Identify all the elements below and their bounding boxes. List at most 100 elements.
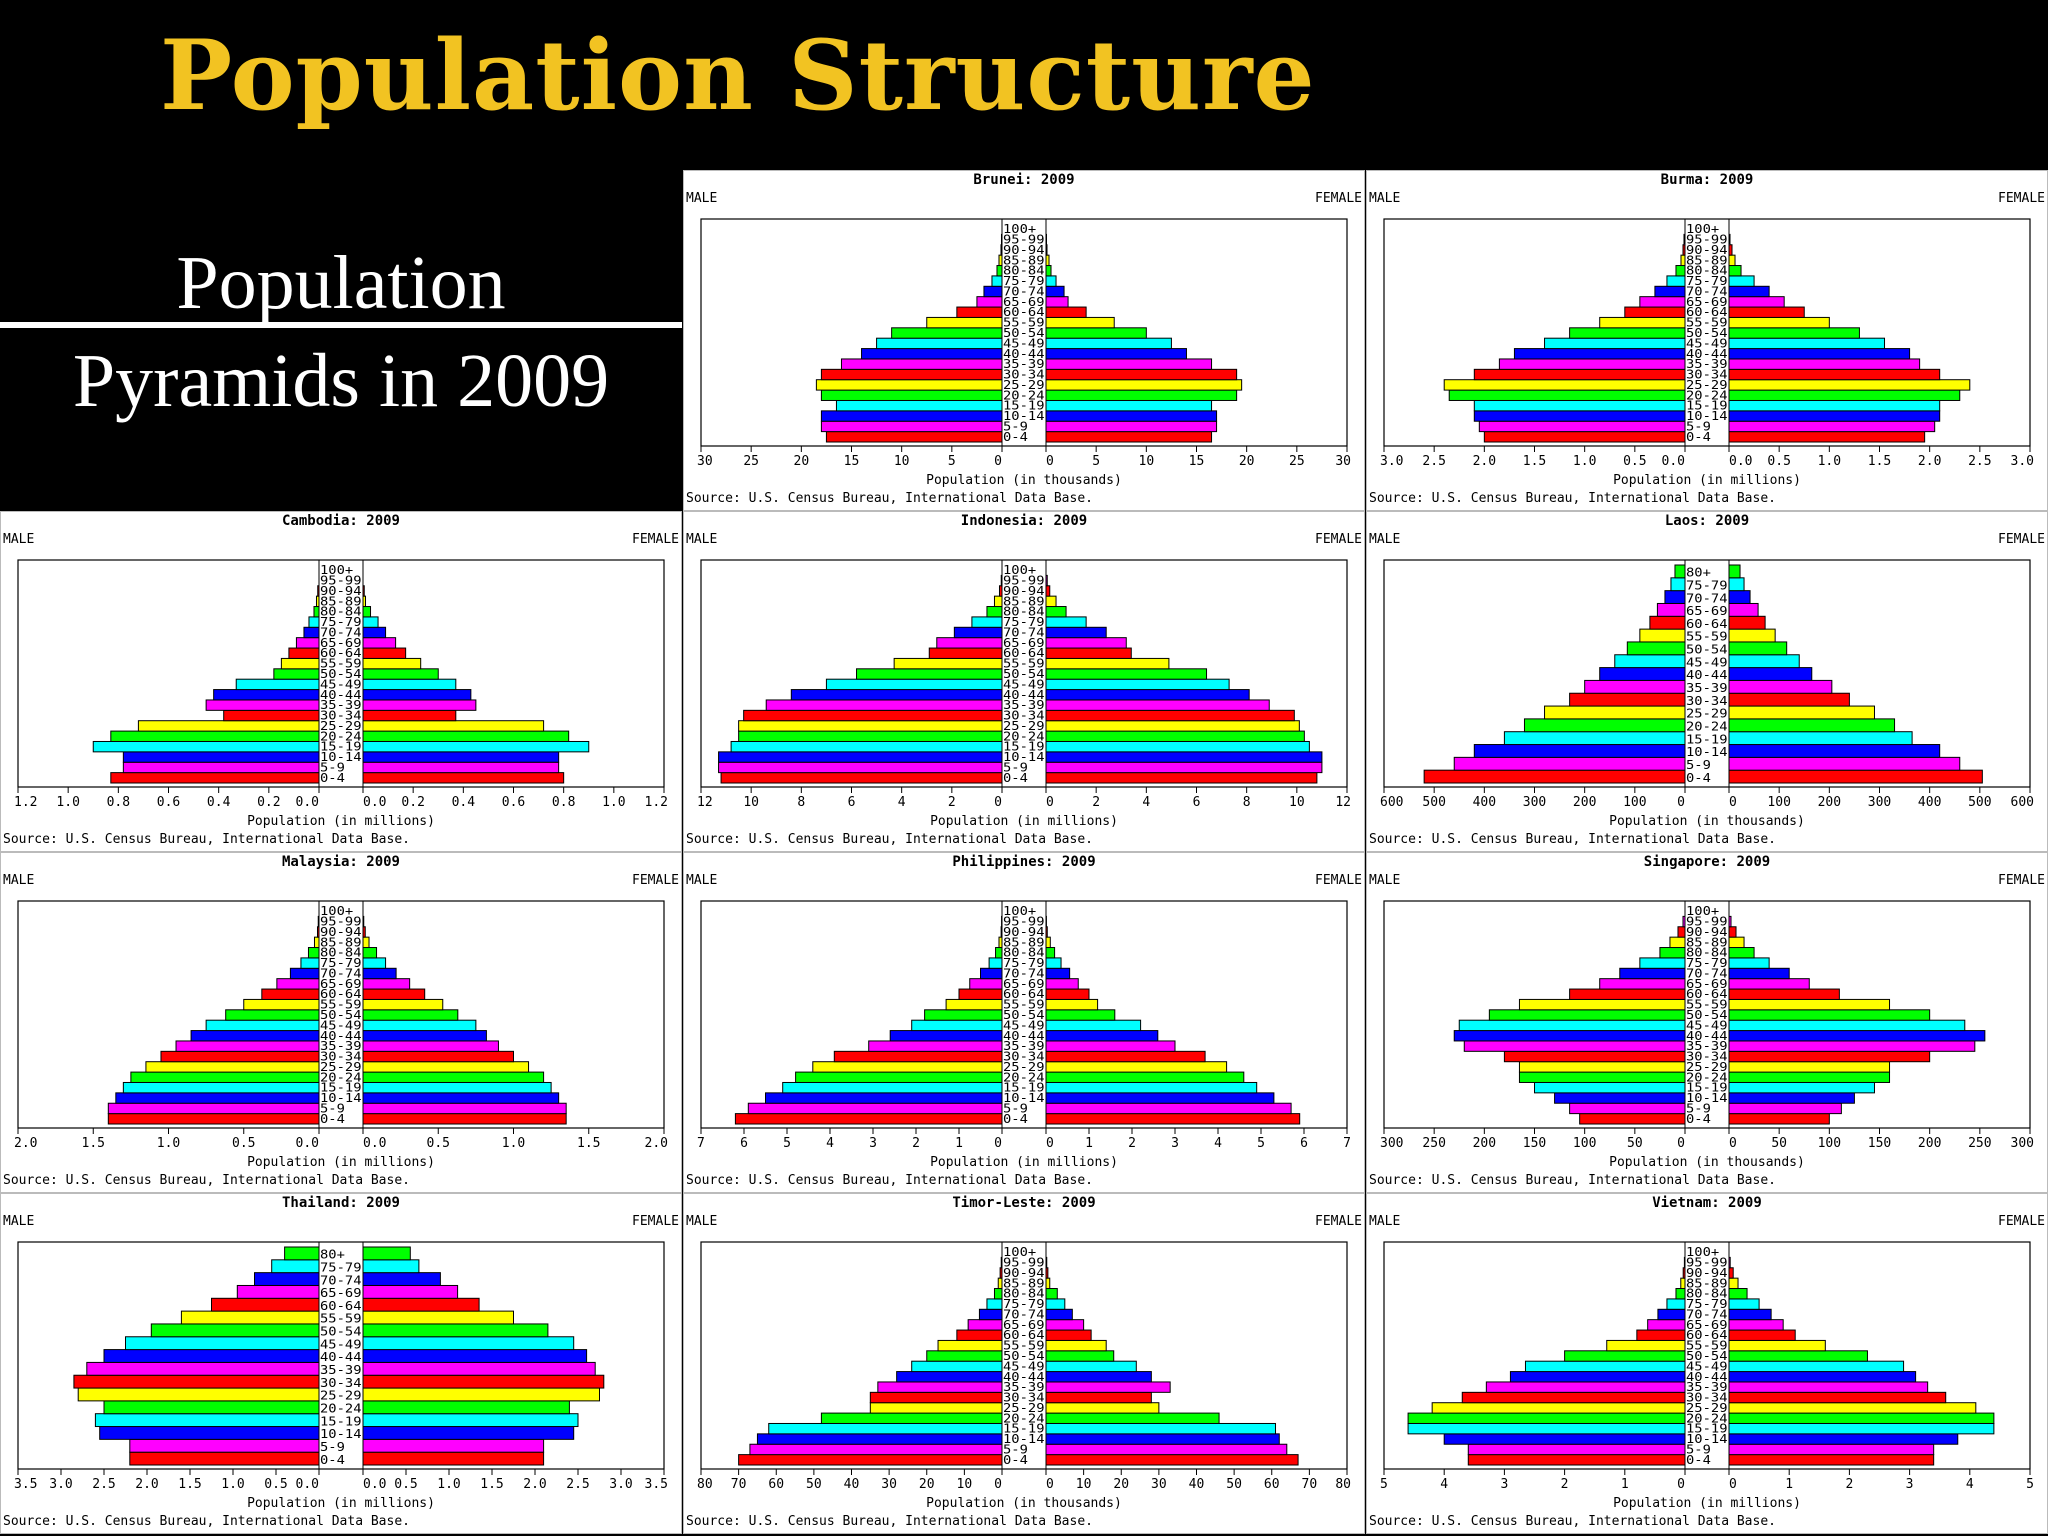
age-label-35-39: 35-39	[320, 1038, 362, 1053]
female-label: FEMALE	[1998, 873, 2045, 888]
female-bar-10-14	[1045, 1433, 1280, 1445]
female-tick-label: 15	[1189, 454, 1205, 469]
male-bar-5-9	[820, 420, 1003, 433]
age-label-5-9: 5-9	[320, 1439, 345, 1454]
male-bar-70-74	[980, 967, 1003, 980]
male-bar-85-89	[1680, 254, 1686, 267]
male-tick-label: 6	[740, 1136, 748, 1151]
age-label-35-39: 35-39	[1003, 1038, 1045, 1053]
female-bar-45-49	[1728, 654, 1800, 669]
age-label-95-99: 95-99	[1686, 232, 1728, 247]
age-label-5-9: 5-9	[320, 1100, 345, 1115]
male-tick-label: 1.0	[157, 1136, 180, 1151]
female-bar-55-59	[362, 1310, 514, 1325]
age-label-95-99: 95-99	[1003, 914, 1045, 929]
female-bar-30-34	[362, 709, 457, 722]
age-label-85-89: 85-89	[1003, 934, 1045, 949]
age-label-10-14: 10-14	[1003, 749, 1045, 764]
x-axis-label: Population (in thousands)	[1609, 1155, 1805, 1170]
female-tick-label: 5	[2026, 1477, 2034, 1492]
female-bar-45-49	[1045, 1360, 1137, 1373]
female-bar-5-9	[1045, 1443, 1288, 1456]
pyramid-panel-cambodia: Cambodia: 2009 MALE FEMALE 0-4 5-9 10-14 15-19…	[1, 512, 681, 851]
age-label-10-14: 10-14	[1003, 1431, 1045, 1446]
male-bar-10-14	[1473, 744, 1686, 758]
male-bar-5-9	[1569, 1102, 1686, 1115]
age-label-100+: 100+	[1003, 562, 1036, 577]
male-tick-label: 2	[948, 795, 956, 810]
male-tick-label: 2.0	[14, 1136, 37, 1151]
female-bar-15-19	[1045, 1422, 1277, 1435]
male-bar-90-94	[1677, 926, 1686, 938]
female-bar-60-64	[362, 647, 407, 659]
male-bar-35-39	[765, 699, 1003, 711]
age-label-15-19: 15-19	[1686, 731, 1728, 746]
female-tick-label: 70	[1302, 1477, 1318, 1492]
male-bar-75-79	[991, 275, 1003, 287]
age-label-100+: 100+	[1003, 1244, 1036, 1259]
age-label-45-49: 45-49	[320, 1336, 362, 1351]
age-label-5-9: 5-9	[1686, 757, 1711, 772]
male-tick-label: 25	[743, 454, 759, 469]
male-bar-55-59	[945, 998, 1003, 1011]
male-tick-label: 2	[1561, 1477, 1569, 1492]
subtitle-divider	[0, 322, 682, 328]
female-bar-0-4	[362, 1451, 545, 1466]
age-label-95-99: 95-99	[1686, 914, 1728, 929]
chart-title: Vietnam: 2009	[1652, 1195, 1762, 1211]
male-bar-30-34	[743, 709, 1003, 722]
male-bar-25-29	[1431, 1402, 1686, 1414]
female-bar-60-64	[1045, 306, 1087, 318]
female-bar-20-24	[1045, 730, 1305, 742]
female-bar-50-54	[1045, 1009, 1116, 1021]
female-tick-label: 7	[1343, 1136, 1351, 1151]
age-label-15-19: 15-19	[1686, 1080, 1728, 1095]
female-tick-label: 0	[1046, 1136, 1054, 1151]
female-tick-label: 10	[1076, 1477, 1092, 1492]
male-bar-20-24	[738, 730, 1003, 742]
pyramid-chart-cambodia: Cambodia: 2009 MALE FEMALE 0-45-910-1415-19…	[3, 513, 679, 847]
male-label: MALE	[686, 532, 717, 547]
age-label-15-19: 15-19	[1003, 1080, 1045, 1095]
female-tick-label: 4	[1966, 1477, 1974, 1492]
male-bar-65-69	[1639, 296, 1686, 308]
female-bar-10-14	[362, 1092, 560, 1104]
male-bar-70-74	[978, 1308, 1003, 1321]
male-label: MALE	[3, 532, 34, 547]
female-bar-70-74	[1045, 285, 1065, 298]
male-bar-15-19	[92, 740, 320, 753]
male-tick-label: 2.5	[1422, 454, 1445, 469]
age-label-25-29: 25-29	[320, 1059, 362, 1074]
male-bar-25-29	[145, 1061, 320, 1073]
male-tick-label: 1	[1621, 1477, 1629, 1492]
subtitle-block: Population Pyramids in 2009	[0, 240, 682, 423]
female-bar-25-29	[1045, 720, 1300, 732]
female-bar-65-69	[1728, 1319, 1784, 1331]
age-label-100+: 100+	[1686, 903, 1719, 918]
female-bar-40-44	[1728, 1371, 1917, 1383]
age-label-55-59: 55-59	[1003, 315, 1045, 330]
male-bar-5-9	[122, 761, 320, 774]
female-bar-65-69	[1728, 978, 1810, 990]
age-label-50-54: 50-54	[1003, 1007, 1045, 1022]
male-bar-50-54	[1569, 327, 1686, 339]
age-label-40-44: 40-44	[1003, 1369, 1045, 1384]
x-axis-label: Population (in millions)	[930, 814, 1118, 829]
female-bar-80-84	[1045, 265, 1052, 277]
female-bar-70-74	[1045, 967, 1071, 980]
female-bar-35-39	[1045, 1040, 1176, 1052]
male-bar-35-39	[1584, 679, 1686, 694]
male-bar-60-64	[1649, 615, 1686, 630]
male-bar-15-19	[782, 1081, 1003, 1094]
source-note: Source: U.S. Census Bureau, Internationa…	[3, 1514, 410, 1529]
male-bar-15-19	[768, 1422, 1003, 1435]
male-bar-65-69	[976, 296, 1003, 308]
female-bar-5-9	[362, 1438, 545, 1453]
male-bar-80-84	[995, 947, 1003, 959]
age-label-50-54: 50-54	[1686, 1007, 1728, 1022]
male-bar-75-79	[308, 616, 320, 628]
age-label-20-24: 20-24	[1003, 728, 1045, 743]
age-label-40-44: 40-44	[320, 687, 362, 702]
source-note: Source: U.S. Census Bureau, Internationa…	[686, 491, 1093, 506]
